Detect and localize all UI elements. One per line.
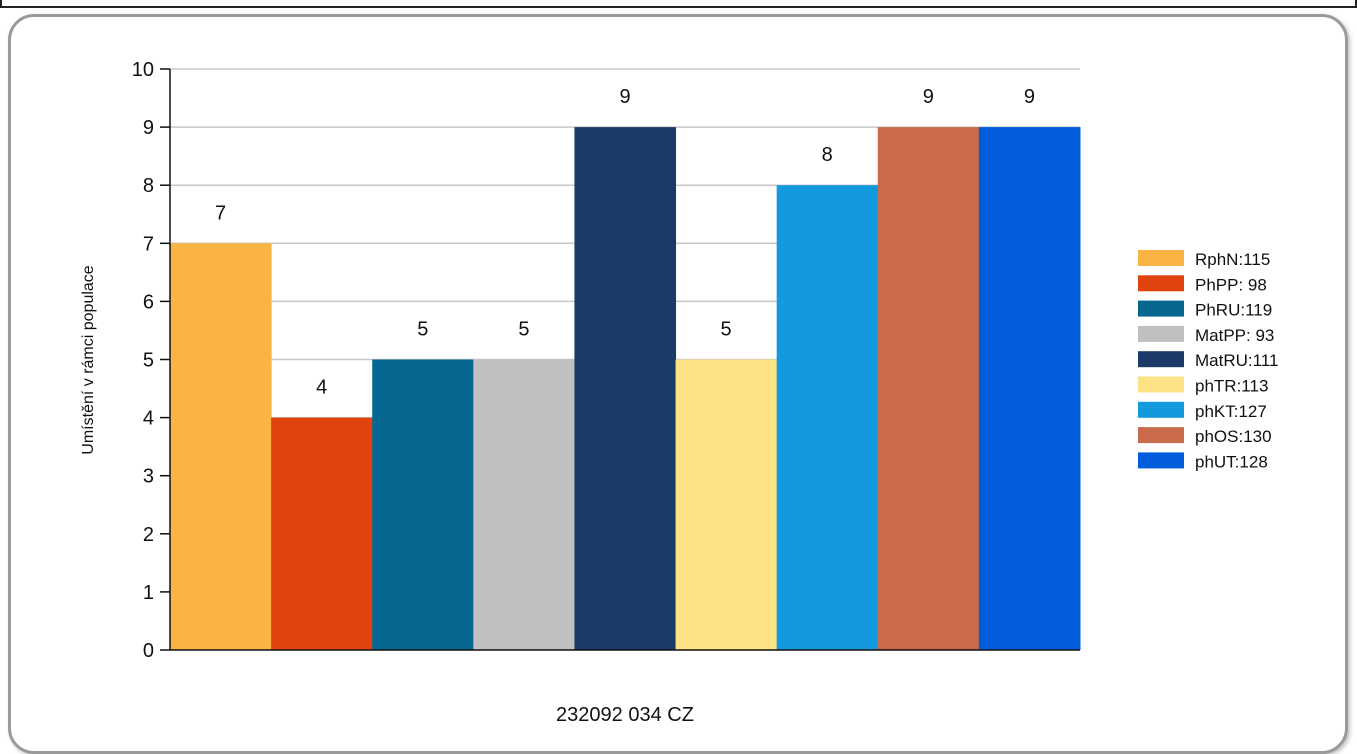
legend-label: PhRU:119 bbox=[1195, 301, 1272, 320]
data-label: 9 bbox=[923, 86, 934, 108]
legend-label: MatRU:111 bbox=[1195, 351, 1278, 370]
legend-swatch bbox=[1138, 275, 1184, 292]
legend-label: MatPP: 93 bbox=[1195, 326, 1274, 345]
y-tick-label: 8 bbox=[143, 175, 154, 197]
bar bbox=[372, 359, 474, 650]
legend-swatch bbox=[1138, 427, 1184, 444]
data-label: 5 bbox=[417, 319, 428, 341]
bar bbox=[877, 127, 980, 651]
y-axis-title: Umístění v rámci populace bbox=[80, 265, 97, 455]
data-label: 9 bbox=[1024, 86, 1035, 108]
legend-swatch bbox=[1138, 452, 1184, 469]
bar bbox=[776, 185, 879, 650]
legend-label: phOS:130 bbox=[1195, 427, 1272, 446]
data-label: 4 bbox=[316, 377, 327, 399]
bar bbox=[978, 127, 1081, 651]
y-tick-label: 7 bbox=[143, 233, 154, 255]
y-tick-label: 4 bbox=[143, 408, 154, 430]
bar bbox=[170, 243, 272, 651]
legend-swatch bbox=[1138, 325, 1184, 342]
bar bbox=[675, 359, 778, 650]
legend-label: phKT:127 bbox=[1195, 402, 1267, 421]
data-label: 5 bbox=[721, 319, 732, 341]
y-tick-label: 0 bbox=[143, 640, 154, 662]
bar bbox=[271, 417, 373, 650]
y-tick-label: 1 bbox=[143, 582, 154, 604]
y-tick-label: 3 bbox=[143, 466, 154, 488]
bar bbox=[473, 359, 575, 650]
data-label: 5 bbox=[518, 319, 529, 341]
bars bbox=[170, 127, 1081, 651]
y-tick-label: 5 bbox=[143, 350, 154, 372]
data-label: 7 bbox=[215, 202, 226, 224]
legend-swatch bbox=[1138, 376, 1184, 393]
y-tick-label: 6 bbox=[143, 291, 154, 313]
legend-swatch bbox=[1138, 401, 1184, 418]
legend-swatch bbox=[1138, 351, 1184, 368]
y-axis: 0 1 2 3 4 5 6 7 8 9 10 bbox=[132, 59, 1080, 662]
legend-label: phTR:113 bbox=[1195, 377, 1268, 396]
y-tick-label: 10 bbox=[132, 59, 154, 81]
data-label: 8 bbox=[822, 144, 833, 166]
x-axis-title: 232092 034 CZ bbox=[556, 704, 694, 726]
data-labels: 7 4 5 5 9 5 8 9 9 bbox=[215, 86, 1035, 399]
legend-label: phUT:128 bbox=[1195, 452, 1268, 471]
data-label: 9 bbox=[619, 86, 630, 108]
legend-swatch bbox=[1138, 250, 1184, 266]
legend-swatch bbox=[1138, 300, 1184, 317]
legend-label: RphN:115 bbox=[1195, 250, 1270, 269]
legend-label: PhPP: 98 bbox=[1195, 275, 1267, 294]
y-tick-label: 2 bbox=[143, 524, 154, 546]
bar bbox=[574, 127, 677, 651]
top-border bbox=[0, 0, 1357, 8]
y-tick-label: 9 bbox=[143, 117, 154, 139]
legend: RphN:115 PhPP: 98 PhRU:119 MatPP: 93 MatRU:1… bbox=[1138, 250, 1278, 471]
